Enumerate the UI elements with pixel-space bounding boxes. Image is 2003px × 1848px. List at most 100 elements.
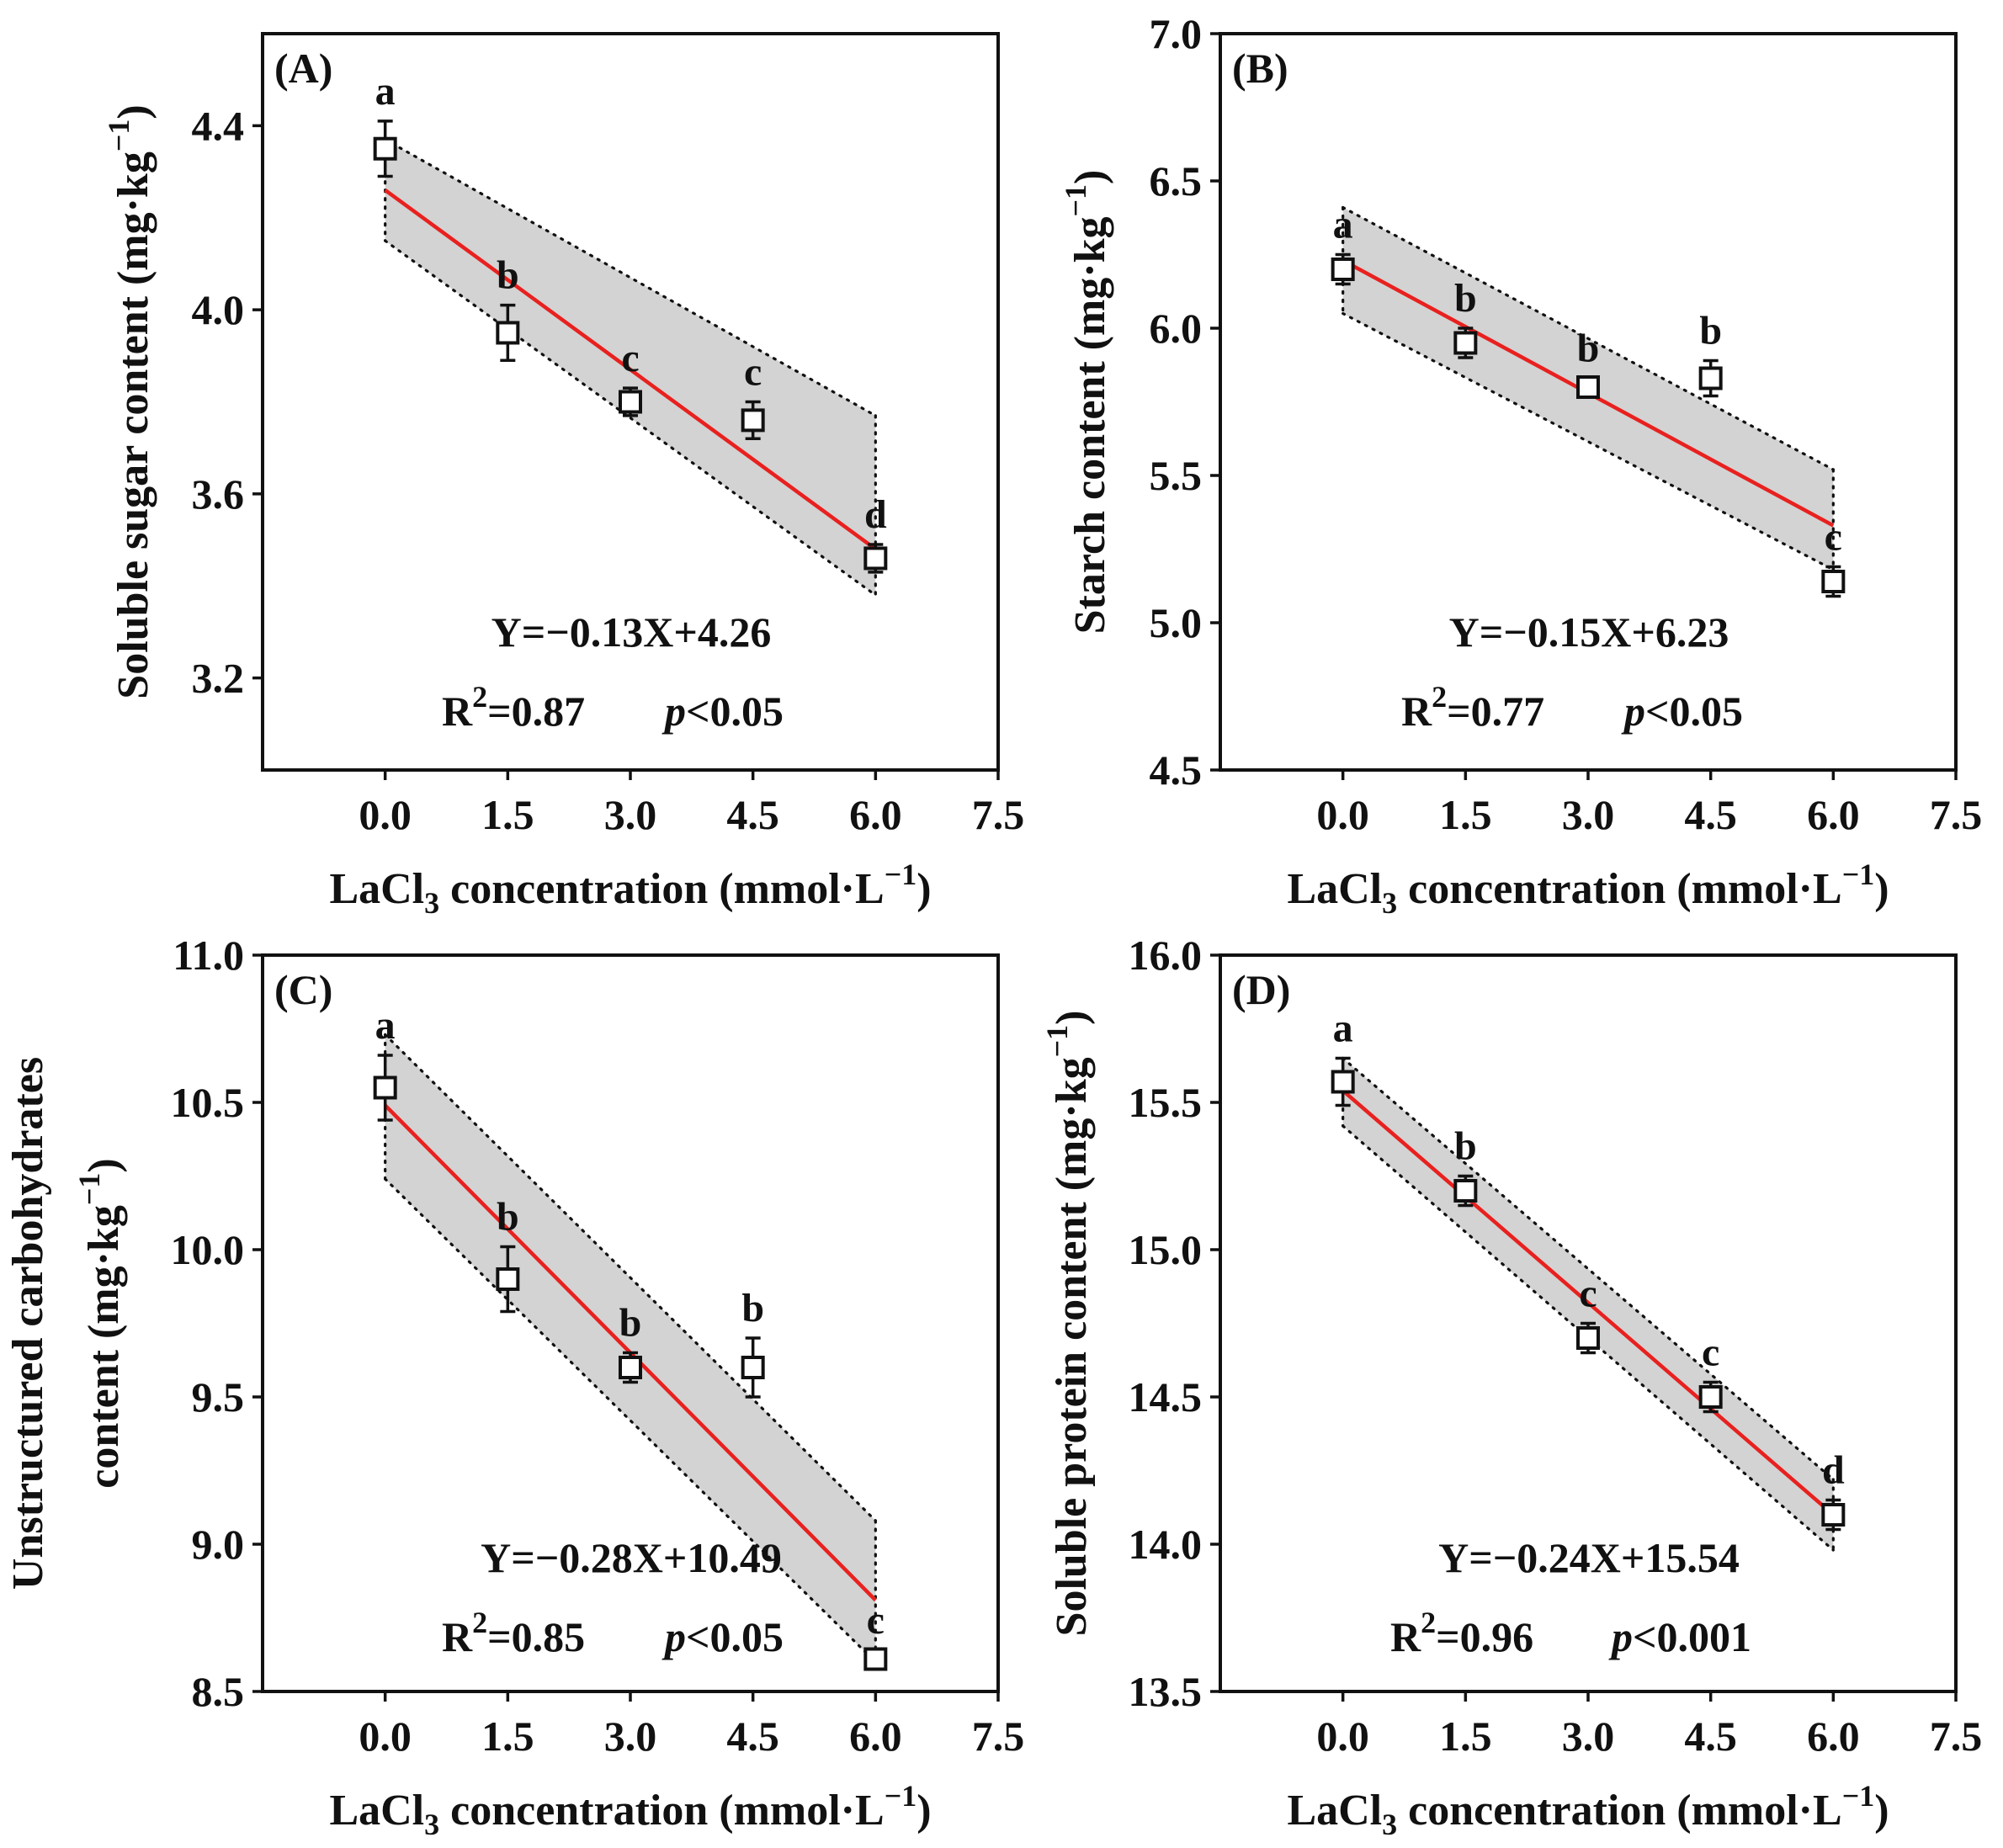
p-value: p<0.05 [661,1613,784,1660]
significance-letter: d [1822,1448,1845,1493]
x-tick-label: 7.5 [1930,1713,1983,1760]
y-tick-label: 14.5 [1129,1373,1203,1421]
y-tick-label: 3.6 [192,470,245,518]
r-squared: R2=0.85 [442,1606,585,1660]
y-tick-label: 3.2 [192,655,245,702]
significance-letter: b [497,1195,519,1240]
x-axis-title: LaCl3 concentration (mmol·L−1) [329,1779,931,1841]
significance-letter: b [497,253,519,298]
significance-letter: b [1699,309,1722,353]
y-tick-label: 15.0 [1129,1226,1203,1273]
x-tick-label: 0.0 [359,1713,412,1760]
data-point [1453,1179,1478,1203]
data-point [1698,366,1723,390]
x-tick-label: 3.0 [1562,791,1615,838]
y-axis-title: Starch content (mg·kg−1) [1059,170,1114,635]
significance-letter: b [741,1286,764,1330]
significance-letter: c [621,336,639,380]
y-tick-label: 6.0 [1150,305,1203,352]
r-squared: R2=0.77 [1401,680,1544,735]
x-tick-label: 6.0 [1807,1713,1860,1760]
y-tick-label: 15.5 [1129,1079,1203,1126]
y-axis-title: Soluble sugar content (mg·kg−1) [102,104,157,698]
y-tick-label: 16.0 [1129,932,1203,979]
band-lower-edge [1342,1124,1835,1552]
panel-c: a b b b c 0.0 1.5 3.0 4.5 6.0 7.5 8.5 9.0 9.5 10.0 10.5… [4,932,1024,1841]
x-tick-label: 4.5 [1684,1713,1737,1760]
y-tick-label: 5.5 [1150,452,1203,499]
data-point [619,1356,642,1379]
y-tick-label: 5.0 [1150,599,1203,646]
panel-a: a b c c d 0.0 1.5 3.0 4.5 6.0 7.5 3.2 3.6 4.0 4.4 (A) La… [102,32,1024,920]
x-tick-label: 3.0 [604,1713,657,1760]
y-axis-title: Soluble protein content (mg·kg−1) [1040,1011,1096,1637]
p-value: p<0.001 [1608,1613,1751,1660]
band-lower-edge [384,239,877,597]
data-point [863,546,888,571]
regression-equation: Y=−0.24X+15.54 [1438,1534,1740,1581]
y-tick-label: 8.5 [192,1668,245,1715]
y-tick-label: 10.5 [171,1079,245,1126]
regression-line [384,189,877,551]
data-point [741,1356,765,1379]
panel-d: a b c c d 0.0 1.5 3.0 4.5 6.0 7.5 13.5 14.0 14.5 15.0 1… [1040,932,1982,1841]
data-point [1331,1070,1355,1094]
y-tick-label: 13.5 [1129,1668,1203,1715]
x-tick-label: 6.0 [849,1713,902,1760]
data-point [1453,331,1478,355]
y-tick-label: 4.4 [192,102,245,149]
x-tick-label: 6.0 [849,791,902,838]
x-tick-label: 3.0 [1562,1713,1615,1760]
significance-letter: c [1579,1272,1597,1316]
y-tick-label: 9.5 [192,1373,245,1421]
x-tick-label: 6.0 [1807,791,1860,838]
significance-letter: b [1577,327,1600,371]
x-tick-label: 1.5 [1439,1713,1492,1760]
significance-letter: b [1454,1124,1477,1169]
r-squared: R2=0.96 [1390,1606,1533,1660]
data-point [1331,258,1355,281]
significance-letter: a [375,1003,396,1048]
y-tick-label: 14.0 [1129,1521,1203,1568]
band-upper-edge [1342,1056,1835,1481]
significance-letter: a [1333,1006,1353,1051]
y-tick-label: 9.0 [192,1521,245,1568]
x-tick-label: 1.5 [1439,791,1492,838]
x-tick-label: 4.5 [726,791,779,838]
x-tick-label: 3.0 [604,791,657,838]
x-axis-title: LaCl3 concentration (mmol·L−1) [1287,1779,1889,1841]
band-lower-edge [1342,311,1835,571]
data-point [1576,1326,1600,1350]
data-point [373,136,397,161]
y-axis-title: content (mg·kg−1) [72,1158,128,1488]
significance-letter: c [1825,515,1842,560]
x-tick-label: 0.0 [1316,791,1369,838]
x-tick-label: 0.0 [1316,1713,1369,1760]
x-tick-label: 4.5 [726,1713,779,1760]
band-lower-edge [384,1177,877,1664]
significance-letter: a [1333,203,1353,247]
data-point [863,1647,888,1671]
data-point [619,390,642,414]
significance-letter: d [864,492,887,537]
y-tick-label: 6.5 [1150,157,1203,204]
data-point [373,1075,397,1100]
x-tick-label: 7.5 [972,1713,1025,1760]
p-value: p<0.05 [661,688,784,735]
data-point [496,1267,520,1291]
y-axis-title: Unstructured carbohydrates [4,1057,52,1590]
significance-letter: a [375,69,396,114]
x-tick-label: 4.5 [1684,791,1737,838]
data-point [496,321,520,345]
data-point [741,408,765,433]
band-upper-edge [384,138,877,417]
panel-label: (A) [274,45,332,92]
panel-label: (C) [274,966,332,1013]
panel-label: (D) [1232,966,1290,1013]
panel-b: a b b b c 0.0 1.5 3.0 4.5 6.0 7.5 4.5 5.0 5.5 6.0 6.5 7.… [1059,10,1982,920]
band-upper-edge [384,1033,877,1522]
y-tick-label: 10.0 [171,1226,245,1273]
band-upper-edge [1342,205,1835,471]
y-tick-label: 4.0 [192,286,245,333]
